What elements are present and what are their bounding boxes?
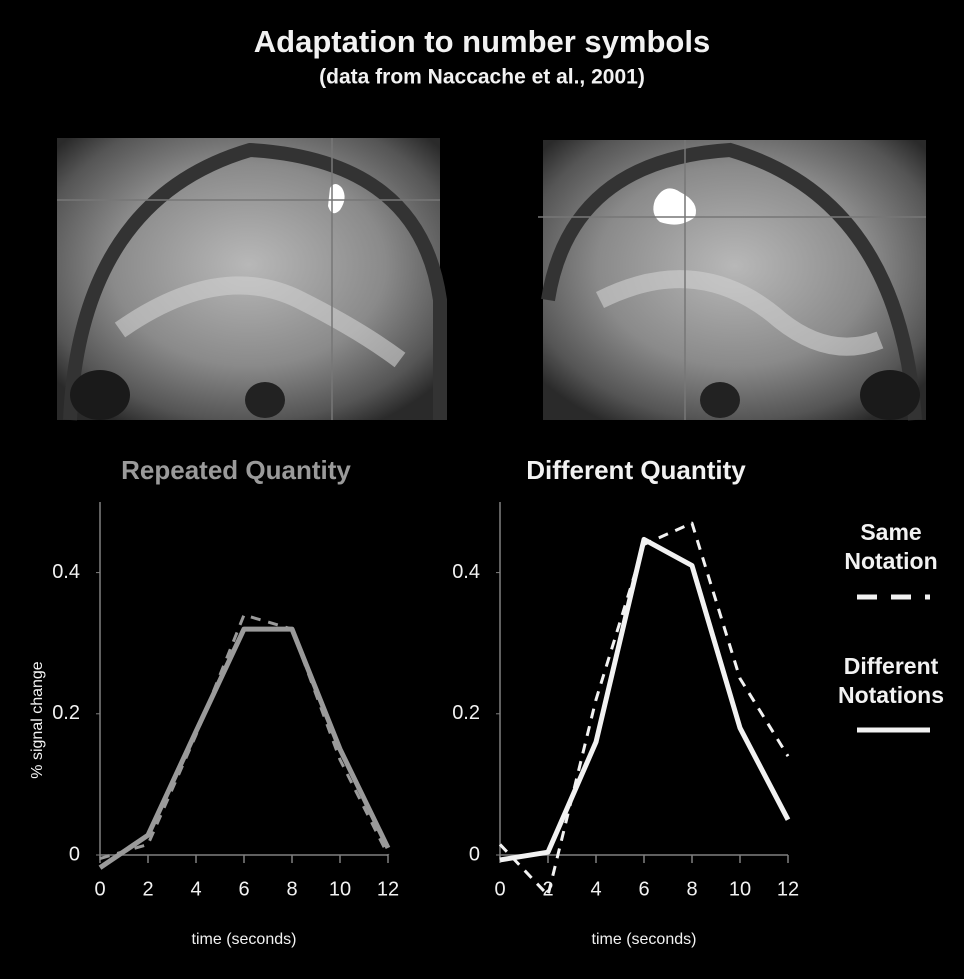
brain-image-right [538,140,926,420]
y-tick-label: 0.4 [52,561,80,583]
title: Adaptation to number symbols [254,24,710,59]
x-tick-label: 12 [777,878,799,900]
brain-image-left [57,138,440,420]
legend-label: Same Notation [826,518,956,576]
x-tick-label: 10 [329,878,351,900]
chart-title: Different Quantity [526,455,746,485]
x-tick-label: 10 [729,878,751,900]
x-tick-label: 0 [94,878,105,900]
subtitle: (data from Naccache et al., 2001) [319,66,645,89]
x-tick-label: 6 [238,878,249,900]
chart: Adaptation to number symbols (data from … [0,0,964,979]
legend-label: Different Notations [826,652,956,710]
y-tick-label: 0.2 [52,702,80,724]
x-tick-label: 8 [686,878,697,900]
x-tick-label: 2 [142,878,153,900]
x-tick-label: 4 [590,878,601,900]
series-line [500,523,788,895]
chart-title: Repeated Quantity [121,455,351,485]
series-line [100,615,388,859]
y-axis-label: % signal change [29,661,46,779]
series-line [500,539,788,860]
x-axis-label: time (seconds) [592,931,697,948]
y-tick-label: 0.2 [452,702,480,724]
x-axis-label: time (seconds) [192,931,297,948]
x-tick-label: 8 [286,878,297,900]
x-tick-label: 12 [377,878,399,900]
x-tick-label: 4 [190,878,201,900]
y-tick-label: 0 [469,843,480,865]
y-tick-label: 0 [69,843,80,865]
x-tick-label: 6 [638,878,649,900]
figure: Adaptation to number symbols (data from … [0,0,964,979]
y-tick-label: 0.4 [452,561,480,583]
series-line [100,629,388,868]
x-tick-label: 0 [494,878,505,900]
